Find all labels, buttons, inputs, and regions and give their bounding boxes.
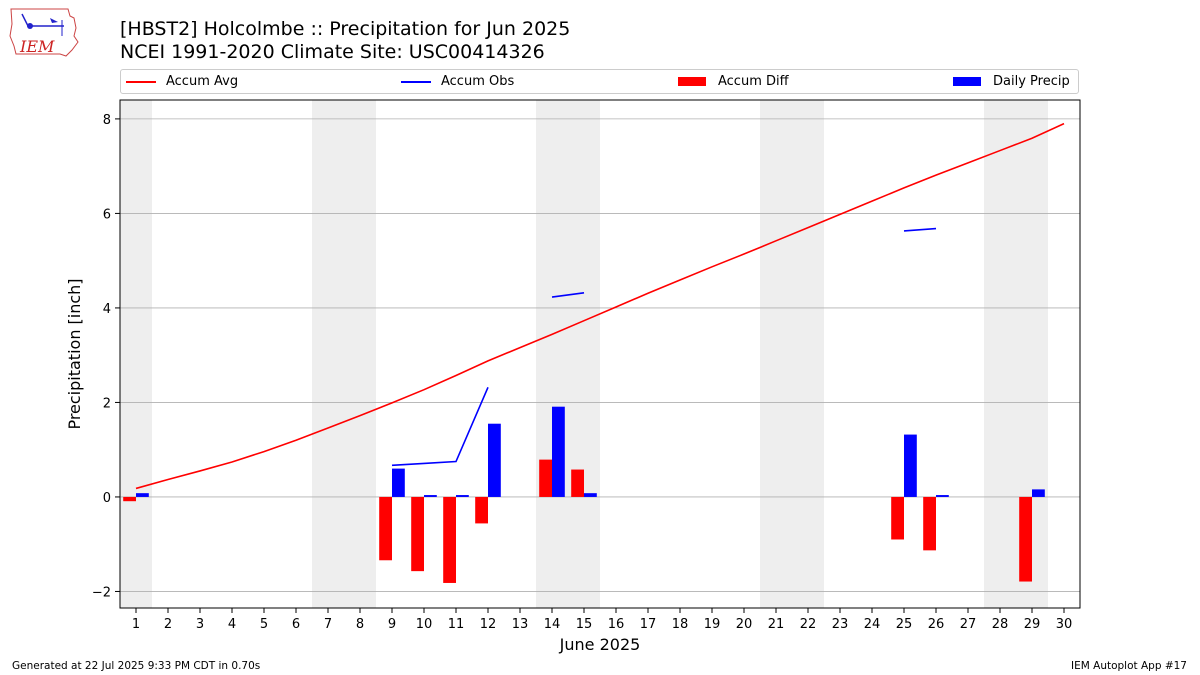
x-tick-label-10: 10 [416, 617, 433, 632]
bar-daily-precip-day-11 [456, 495, 469, 497]
line-accum-obs-segment-2 [903, 227, 937, 232]
y-tick-label-8: 8 [103, 113, 111, 128]
x-tick-label-25: 25 [896, 617, 913, 632]
y-tick-label-4: 4 [103, 302, 111, 317]
legend-swatch-accum-diff [678, 77, 706, 86]
line-marks [135, 122, 1065, 490]
plot-frame [119, 99, 1081, 609]
bar-accum-diff-day-25 [891, 496, 904, 540]
bar-daily-precip-day-29 [1032, 489, 1045, 497]
legend-swatch-accum-obs [401, 81, 431, 83]
bar-accum-diff-day-29 [1019, 496, 1032, 582]
weekend-shading [120, 100, 1048, 608]
legend-label-accum-diff: Accum Diff [718, 74, 789, 89]
chart-legend: Accum Avg Accum Obs Accum Diff Daily Pre… [120, 69, 1079, 94]
bar-accum-diff-day-12 [475, 496, 488, 524]
legend-swatch-accum-avg [126, 81, 156, 83]
x-tick-label-15: 15 [576, 617, 593, 632]
legend-label-accum-avg: Accum Avg [166, 74, 239, 89]
y-tick-label-2: 2 [103, 396, 111, 411]
x-tick-label-6: 6 [292, 617, 300, 632]
x-tick-label-2: 2 [164, 617, 172, 632]
x-tick-label-24: 24 [864, 617, 881, 632]
x-tick-label-3: 3 [196, 617, 204, 632]
bar-accum-diff-day-10 [411, 496, 424, 572]
x-tick-label-9: 9 [388, 617, 396, 632]
x-tick-label-18: 18 [672, 617, 689, 632]
x-tick-label-16: 16 [608, 617, 625, 632]
weekend-span-1 [312, 100, 376, 608]
x-tick-label-14: 14 [544, 617, 561, 632]
x-tick-label-19: 19 [704, 617, 721, 632]
x-tick-label-30: 30 [1056, 617, 1073, 632]
x-tick-label-12: 12 [480, 617, 497, 632]
legend-swatch-daily-precip [953, 77, 981, 86]
iem-logo: IEM [8, 6, 80, 58]
legend-label-daily-precip: Daily Precip [993, 74, 1070, 89]
line-accum-obs-segment-0 [391, 386, 489, 467]
weekend-span-2 [536, 100, 600, 608]
bar-daily-precip-day-26 [936, 495, 949, 497]
x-tick-label-11: 11 [448, 617, 465, 632]
bar-daily-precip-day-1 [136, 493, 149, 497]
bar-marks [123, 406, 1045, 583]
generated-timestamp: Generated at 22 Jul 2025 9:33 PM CDT in … [12, 660, 261, 672]
x-tick-label-13: 13 [512, 617, 529, 632]
grid-lines [120, 118, 1080, 592]
x-tick-label-1: 1 [132, 617, 140, 632]
legend-label-accum-obs: Accum Obs [441, 74, 515, 89]
y-tick-label-0: 0 [103, 491, 111, 506]
chart-subtitle: NCEI 1991-2020 Climate Site: USC00414326 [120, 41, 545, 63]
x-tick-label-7: 7 [324, 617, 332, 632]
bar-accum-diff-day-9 [379, 496, 392, 561]
x-tick-label-27: 27 [960, 617, 977, 632]
chart-title: [HBST2] Holcolmbe :: Precipitation for J… [120, 18, 571, 40]
bar-accum-diff-day-26 [923, 496, 936, 551]
y-tick-label--2: −2 [92, 585, 111, 600]
y-axis-label: Precipitation [inch] [65, 278, 84, 429]
bar-daily-precip-day-25 [904, 434, 917, 497]
app-label: IEM Autoplot App #17 [1071, 660, 1187, 672]
weekend-span-3 [760, 100, 824, 608]
bar-accum-diff-day-1 [123, 496, 136, 502]
bar-daily-precip-day-10 [424, 495, 437, 497]
weekend-span-4 [984, 100, 1048, 608]
bar-daily-precip-day-12 [488, 423, 501, 497]
line-accum-obs-segment-1 [551, 292, 585, 298]
y-tick-label-6: 6 [103, 207, 111, 222]
x-tick-label-23: 23 [832, 617, 849, 632]
line-accum-avg-segment-0 [135, 122, 1065, 490]
bar-accum-diff-day-15 [571, 469, 584, 497]
bar-daily-precip-day-9 [392, 468, 405, 497]
x-tick-label-28: 28 [992, 617, 1009, 632]
x-tick-label-26: 26 [928, 617, 945, 632]
bar-accum-diff-day-11 [443, 496, 456, 583]
x-tick-label-21: 21 [768, 617, 785, 632]
x-tick-label-5: 5 [260, 617, 268, 632]
x-tick-label-17: 17 [640, 617, 657, 632]
x-axis-label: June 2025 [559, 635, 641, 654]
weekend-span-0 [120, 100, 152, 608]
x-tick-label-20: 20 [736, 617, 753, 632]
x-tick-label-22: 22 [800, 617, 817, 632]
x-tick-label-29: 29 [1024, 617, 1041, 632]
bar-daily-precip-day-15 [584, 493, 597, 497]
svg-text:IEM: IEM [19, 37, 55, 56]
bar-accum-diff-day-14 [539, 459, 552, 497]
x-tick-label-8: 8 [356, 617, 364, 632]
bar-daily-precip-day-14 [552, 406, 565, 497]
x-tick-label-4: 4 [228, 617, 236, 632]
